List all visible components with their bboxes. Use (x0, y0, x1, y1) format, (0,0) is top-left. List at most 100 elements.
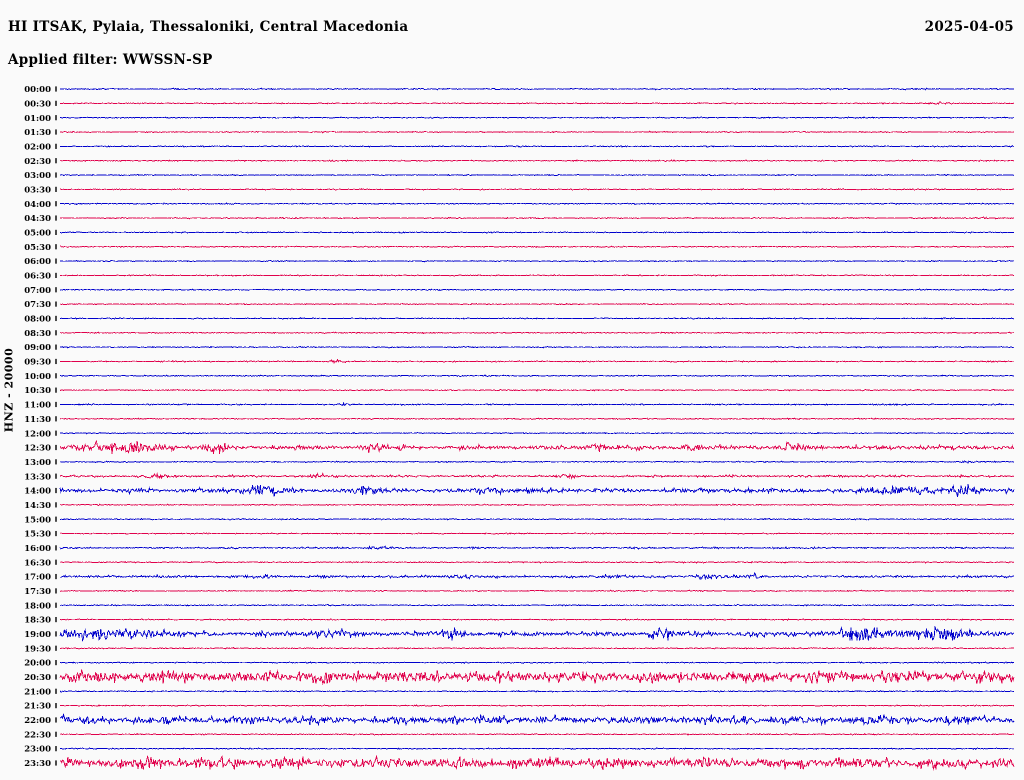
time-tick-label: 08:00 (24, 315, 51, 325)
time-tick-label: 06:30 (24, 272, 51, 282)
time-tick-label: 20:00 (24, 659, 51, 669)
time-tick-label: 01:30 (24, 128, 51, 138)
seismic-trace (59, 668, 1015, 686)
seismic-trace (59, 483, 1015, 498)
seismic-trace (59, 358, 1015, 365)
time-tick-label: 11:00 (24, 401, 51, 411)
seismic-trace (59, 517, 1015, 521)
seismic-trace (59, 159, 1015, 163)
time-tick-label: 12:00 (24, 429, 51, 439)
seismic-trace (59, 317, 1015, 320)
seismic-trace (59, 704, 1015, 707)
time-tick-label: 23:00 (24, 745, 51, 755)
seismic-trace (59, 245, 1015, 249)
seismic-trace (59, 401, 1015, 407)
time-tick-label: 15:30 (24, 530, 51, 540)
seismic-trace (59, 130, 1015, 134)
time-tick-label: 19:30 (24, 644, 51, 654)
seismic-trace (59, 618, 1015, 621)
time-tick-label: 16:30 (24, 558, 51, 568)
time-tick-label: 09:30 (24, 358, 51, 368)
time-tick-label: 07:00 (24, 286, 51, 296)
time-tick-label: 00:00 (24, 85, 51, 95)
time-tick-label: 19:00 (24, 630, 51, 640)
record-date: 2025-04-05 (924, 19, 1014, 35)
time-tick-label: 02:30 (24, 157, 51, 167)
time-tick-label: 10:00 (24, 372, 51, 382)
seismic-trace (59, 101, 1015, 105)
time-tick-label: 21:00 (24, 687, 51, 697)
seismic-trace (59, 690, 1015, 693)
seismic-trace (59, 173, 1015, 177)
seismic-trace (59, 202, 1015, 205)
seismic-traces (59, 87, 1015, 771)
seismic-trace (59, 431, 1015, 435)
seismic-trace (59, 545, 1015, 550)
seismic-trace (59, 388, 1015, 392)
time-tick-label: 05:30 (24, 243, 51, 253)
seismic-trace (59, 417, 1015, 421)
time-tick-label: 15:00 (24, 515, 51, 525)
time-tick-label: 18:00 (24, 601, 51, 611)
seismic-trace (59, 747, 1015, 750)
time-tick-label: 10:30 (24, 386, 51, 396)
seismic-trace (59, 331, 1015, 335)
time-tick-label: 05:00 (24, 229, 51, 239)
seismic-trace (59, 589, 1015, 593)
header: HI ITSAK, Pylaia, Thessaloniki, Central … (0, 0, 1024, 78)
seismic-trace (59, 302, 1015, 306)
time-tick-label: 08:30 (24, 329, 51, 339)
seismic-trace (59, 646, 1015, 650)
time-tick-label: 01:00 (24, 114, 51, 124)
seismic-trace (59, 274, 1015, 277)
seismic-trace (59, 374, 1015, 378)
seismic-trace (59, 145, 1015, 148)
time-tick-label: 06:00 (24, 257, 51, 267)
time-tick-label: 22:00 (24, 716, 51, 726)
time-tick-label: 17:00 (24, 573, 51, 583)
seismic-trace (59, 625, 1015, 643)
time-tick-label: 14:30 (24, 501, 51, 511)
seismic-trace (59, 216, 1015, 220)
time-tick-label: 13:30 (24, 472, 51, 482)
seismic-trace (59, 733, 1015, 736)
time-tick-label: 21:30 (24, 702, 51, 712)
helicorder-svg: 00:00 00:30 01:00 01:30 02:00 02:30 03:00 03:30… (24, 85, 1015, 771)
seismic-trace (60, 571, 1015, 581)
time-tick-label: 04:30 (24, 214, 51, 224)
time-tick-label: 17:30 (24, 587, 51, 597)
time-tick-labels: 00:00 00:30 01:00 01:30 02:00 02:30 03:00 03:30… (24, 85, 51, 769)
applied-filter-label: Applied filter: WWSSN-SP (8, 52, 213, 68)
page-title: HI ITSAK, Pylaia, Thessaloniki, Central … (8, 19, 409, 35)
seismic-trace (59, 460, 1015, 464)
time-tick-label: 02:00 (24, 142, 51, 152)
time-tick-label: 04:00 (24, 200, 51, 210)
seismic-trace (59, 345, 1015, 349)
time-tick-label: 00:30 (24, 99, 51, 109)
time-tick-label: 12:30 (24, 444, 51, 454)
seismic-trace (59, 439, 1015, 455)
seismic-trace (59, 188, 1015, 191)
seismic-trace (59, 288, 1015, 292)
seismic-trace (59, 532, 1015, 535)
time-tick-label: 07:30 (24, 300, 51, 310)
seismic-trace (59, 503, 1015, 507)
seismic-trace (59, 713, 1015, 727)
time-tick-label: 23:30 (24, 759, 51, 769)
seismic-trace (59, 472, 1015, 480)
seismic-trace (59, 661, 1015, 664)
time-tick-label: 22:30 (24, 730, 51, 740)
time-tick-label: 16:00 (24, 544, 51, 554)
time-tick-label: 18:30 (24, 616, 51, 626)
seismic-trace (59, 754, 1015, 771)
seismic-trace (59, 259, 1015, 263)
seismic-trace (59, 87, 1015, 91)
time-tick-label: 13:00 (24, 458, 51, 468)
seismic-trace (59, 231, 1015, 234)
seismic-trace (59, 560, 1015, 564)
time-tick-label: 03:30 (24, 185, 51, 195)
time-tick-label: 20:30 (24, 673, 51, 683)
seismic-trace (60, 116, 1015, 119)
time-tick-label: 14:00 (24, 487, 51, 497)
helicorder-plot: 00:00 00:30 01:00 01:30 02:00 02:30 03:00 03:30… (0, 78, 1024, 780)
